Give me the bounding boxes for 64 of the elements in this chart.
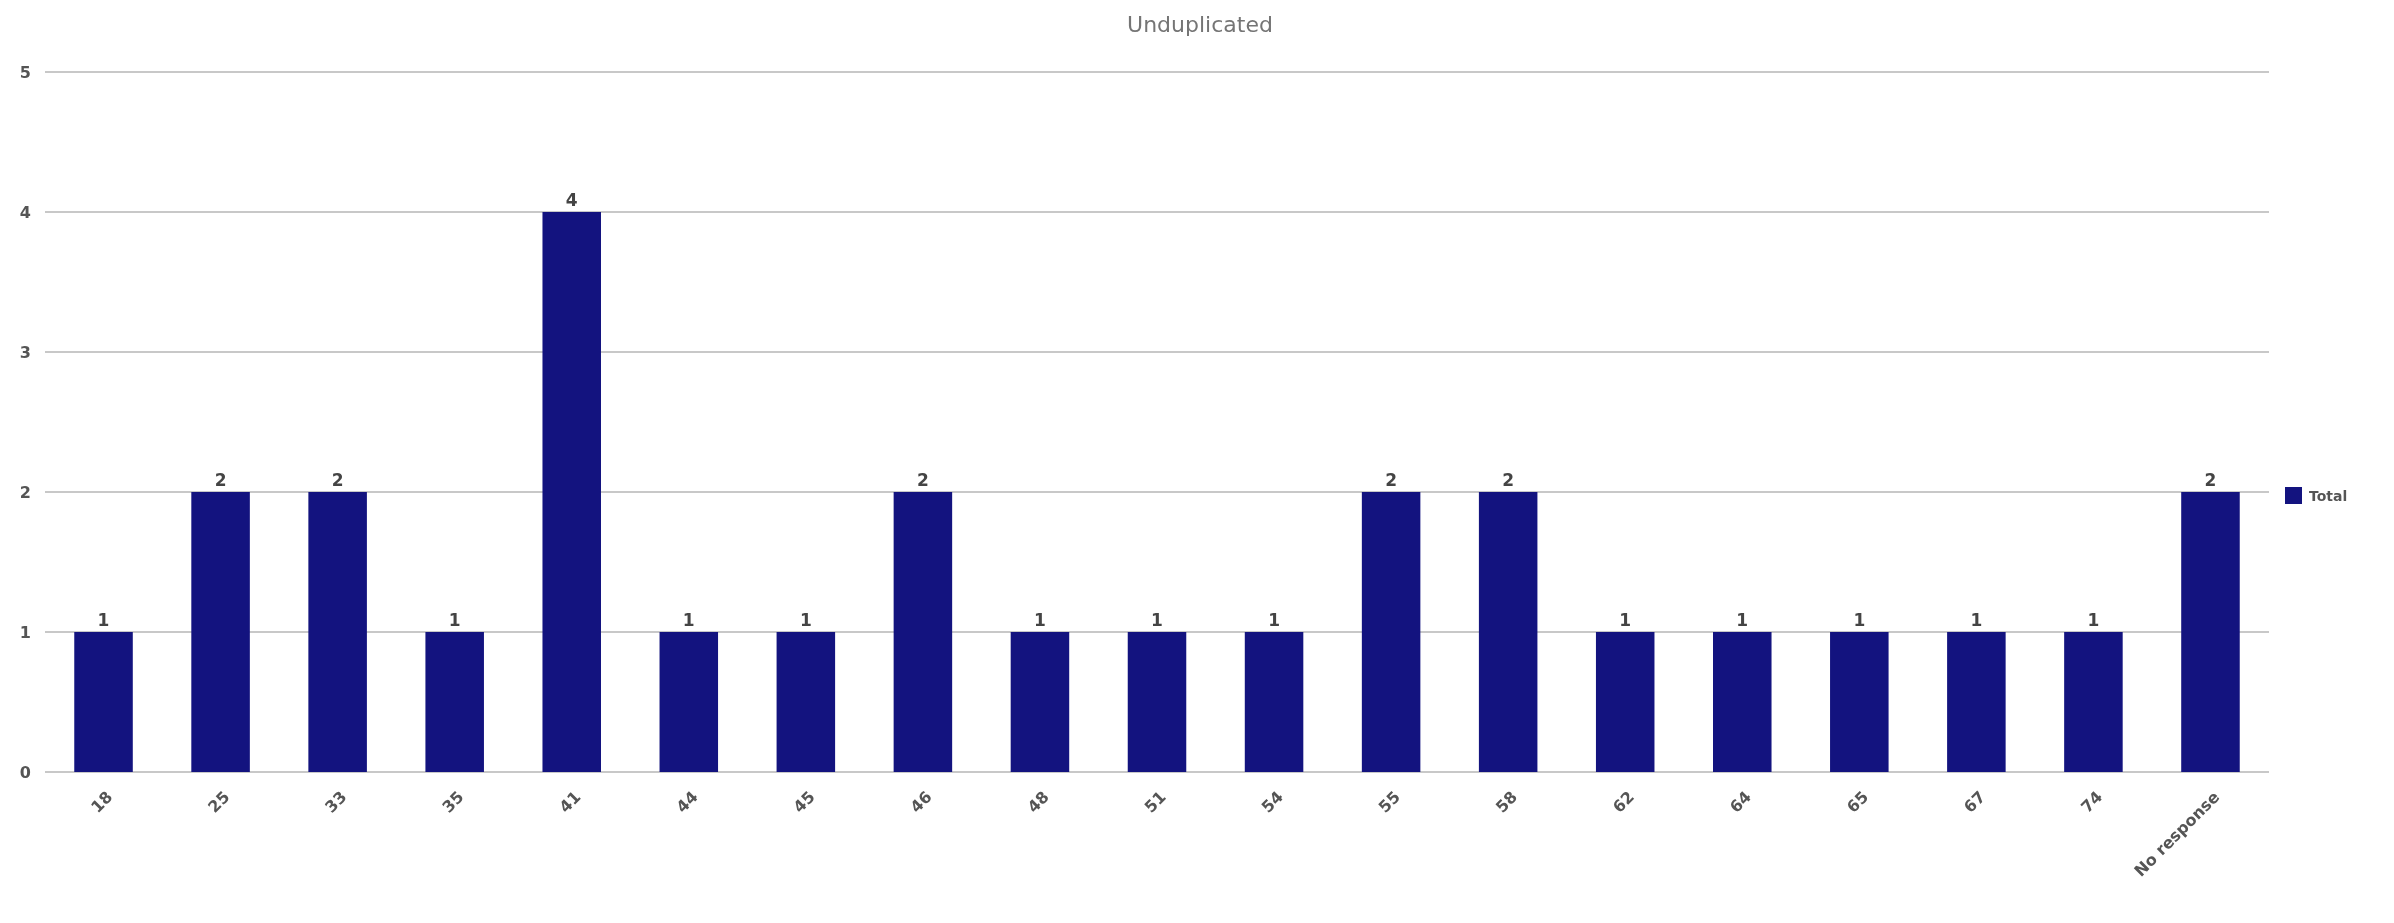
x-tick-label: 51 (1140, 787, 1170, 817)
x-tick-label: 46 (906, 787, 936, 817)
x-tick-label: 55 (1374, 787, 1404, 817)
data-label: 1 (799, 610, 812, 630)
data-label: 1 (1034, 610, 1046, 630)
y-tick-label: 3 (19, 342, 31, 362)
bar (542, 212, 601, 772)
data-label: 1 (1970, 610, 1983, 630)
bar (191, 492, 250, 772)
x-tick-label: 33 (321, 787, 351, 817)
x-tick-label: 44 (672, 787, 702, 817)
bar (1830, 632, 1889, 772)
bar (1244, 632, 1304, 772)
y-tick-label: 2 (19, 482, 31, 502)
x-tick-label: 35 (438, 787, 468, 817)
bar (425, 632, 484, 772)
data-label: 1 (682, 610, 695, 630)
x-tick-label: 54 (1257, 787, 1287, 817)
y-tick-label: 0 (19, 762, 31, 782)
x-tick-label: 41 (555, 787, 585, 817)
x-tick-label: 67 (1959, 787, 1990, 817)
x-tick-label: 65 (1842, 787, 1873, 817)
x-tick-label: 45 (789, 787, 819, 817)
bar (1010, 632, 1070, 772)
y-tick-label: 1 (19, 622, 31, 642)
bar (659, 632, 719, 772)
data-label: 4 (565, 190, 578, 210)
data-label: 2 (214, 470, 227, 490)
data-label: 1 (1619, 610, 1632, 630)
y-tick-label: 5 (19, 62, 31, 82)
data-label: 2 (331, 470, 344, 490)
bar (74, 632, 133, 772)
data-label: 1 (97, 610, 110, 630)
bar (1595, 632, 1655, 772)
data-label: 1 (448, 610, 461, 630)
x-tick-label: 64 (1725, 787, 1756, 817)
data-label: 2 (916, 470, 929, 490)
data-label: 1 (1268, 610, 1280, 630)
bar (1478, 492, 1538, 772)
data-label: 2 (2204, 470, 2217, 490)
bar (776, 632, 836, 772)
data-label: 2 (1385, 470, 1398, 490)
data-label: 1 (1151, 610, 1163, 630)
x-tick-label: 18 (87, 787, 117, 817)
data-label: 1 (1853, 610, 1866, 630)
x-tick-label: 62 (1608, 787, 1638, 817)
bar (1713, 632, 1772, 772)
data-label: 2 (1502, 470, 1515, 490)
x-tick-label: 25 (204, 787, 234, 817)
bar (1947, 632, 2006, 772)
legend-label: Total (2309, 487, 2348, 504)
bar (2064, 632, 2123, 772)
data-label: 1 (2087, 610, 2100, 630)
chart-title: Unduplicated (1127, 12, 1273, 37)
data-label: 1 (1736, 610, 1749, 630)
y-tick-label: 4 (19, 202, 31, 222)
bar (308, 492, 367, 772)
bar (1361, 492, 1421, 772)
bar (893, 492, 953, 772)
x-tick-label: 58 (1491, 787, 1521, 817)
bar (2181, 492, 2240, 772)
x-tick-label: 48 (1023, 787, 1053, 817)
bar (1127, 632, 1187, 772)
x-tick-label: 74 (2077, 787, 2107, 817)
